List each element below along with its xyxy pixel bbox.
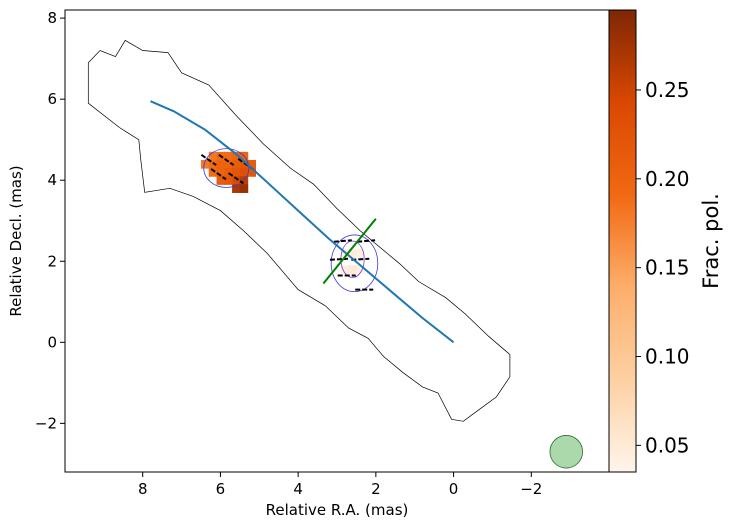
y-tick-label: 2	[47, 252, 57, 270]
y-axis: −2 0 2 4 6 8	[35, 9, 65, 432]
colorbar-label: Frac. pol.	[699, 193, 723, 289]
colorbar-tick-label: 0.05	[645, 433, 690, 457]
pol-pixel	[208, 151, 218, 161]
evpa-bar	[218, 153, 235, 166]
x-axis: 8 6 4 2 0 −2	[138, 472, 542, 498]
pol-pixel	[239, 159, 249, 169]
pol-pixel	[247, 159, 256, 169]
pol-pixel	[348, 265, 358, 275]
outer-contour	[87, 39, 511, 422]
pol-pixel	[232, 184, 241, 193]
pol-pixel	[340, 265, 350, 275]
x-tick-label: 8	[138, 480, 148, 498]
y-tick-label: 6	[47, 90, 57, 108]
pol-pixel	[224, 176, 233, 185]
evpa-bar	[210, 168, 227, 181]
y-tick-label: 0	[47, 333, 57, 351]
pol-pixel	[232, 168, 241, 177]
pol-pixel	[232, 159, 241, 169]
beam-layer	[549, 435, 583, 469]
colorbar-tick-label: 0.10	[645, 345, 690, 369]
x-tick-label: −2	[520, 480, 542, 498]
pol-pixel	[247, 168, 256, 177]
evpa-bar	[329, 257, 348, 261]
y-tick-label: 4	[47, 171, 57, 189]
pol-pixel	[224, 151, 233, 161]
evpa-bar	[333, 239, 352, 243]
polarization-map	[201, 151, 365, 275]
evpa-bar	[200, 153, 217, 166]
colorbar-tick-label: 0.25	[645, 78, 690, 102]
y-tick-label: −2	[35, 414, 57, 432]
pol-pixel	[356, 265, 365, 275]
pol-pixel	[224, 168, 233, 177]
pol-pixel	[216, 168, 225, 177]
pol-pixel	[216, 176, 225, 185]
pol-pixel	[232, 176, 241, 185]
colorbar-tick-label: 0.15	[645, 256, 690, 280]
knot-contour	[330, 234, 379, 293]
pol-pixel	[239, 168, 249, 177]
x-axis-label: Relative R.A. (mas)	[266, 501, 409, 519]
pol-pixel	[348, 249, 358, 258]
pol-pixel	[216, 159, 225, 169]
x-tick-label: 6	[216, 480, 226, 498]
pol-pixel	[208, 168, 218, 177]
x-tick-label: 4	[293, 480, 303, 498]
green-segment	[322, 218, 377, 285]
pol-pixel	[232, 151, 241, 161]
plot-area	[64, 9, 610, 473]
knot-contour	[203, 148, 250, 188]
beam-ellipse	[549, 435, 583, 469]
x-tick-label: 2	[371, 480, 381, 498]
pol-pixel	[208, 159, 218, 169]
contour-layer	[87, 39, 511, 422]
colorbar: 0.05 0.10 0.15 0.20 0.25 Frac. pol.	[608, 9, 723, 473]
colorbar-ticks: 0.05 0.10 0.15 0.20 0.25	[636, 78, 690, 457]
x-tick-label: 0	[449, 480, 459, 498]
evpa-bar	[228, 172, 244, 185]
y-axis-label: Relative Decl. (mas)	[7, 165, 25, 316]
pol-pixel	[224, 159, 233, 169]
ridge-line-layer	[150, 100, 455, 344]
pol-pixel	[201, 159, 210, 169]
pol-pixel	[239, 184, 249, 193]
colorbar-tick-label: 0.20	[645, 167, 690, 191]
colorbar-gradient	[608, 9, 637, 473]
pol-pixel	[356, 249, 365, 258]
ridge-line	[150, 100, 455, 344]
y-tick-label: 8	[47, 9, 57, 27]
evpa-bar	[357, 239, 376, 243]
